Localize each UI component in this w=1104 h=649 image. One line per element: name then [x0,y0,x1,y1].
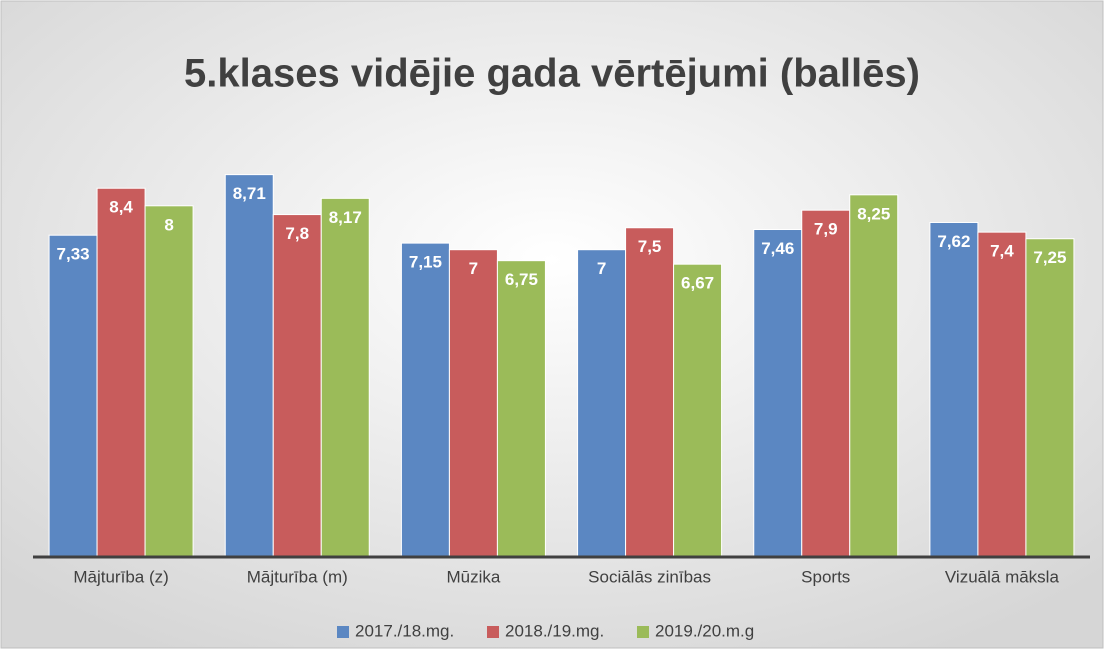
data-label: 7,25 [1033,248,1066,267]
bar [224,174,274,558]
bar [929,221,979,558]
legend-swatch [637,626,649,638]
data-label: 7 [597,259,606,278]
legend-label: 2017./18.mg. [355,621,454,640]
x-tick-label: Mājturība (m) [247,567,348,586]
data-label: 8 [164,215,173,234]
data-label: 8,4 [109,198,133,217]
bar [673,263,723,558]
data-label: 7,15 [409,253,442,272]
bar [801,209,851,558]
data-label: 7,46 [761,239,794,258]
bar [849,194,899,558]
legend-swatch [337,626,349,638]
bar [48,234,98,558]
data-label: 6,67 [681,274,714,293]
bar [144,205,194,558]
data-label: 6,75 [505,270,538,289]
bar [272,214,322,558]
bar [320,197,370,558]
bar [400,242,450,558]
bar [977,231,1027,558]
data-label: 7,33 [57,245,90,264]
data-label: 7,8 [285,224,309,243]
legend-swatch [487,626,499,638]
x-tick-label: Sociālās zinības [588,567,711,586]
bar [448,249,498,558]
data-label: 7,62 [937,232,970,251]
data-label: 7,5 [638,237,662,256]
data-label: 8,17 [329,208,362,227]
x-tick-label: Vizuālā māksla [945,567,1060,586]
bar [1025,238,1075,558]
bar [96,187,146,558]
data-label: 7,9 [814,220,838,239]
bar [577,249,627,558]
x-tick-label: Sports [801,567,850,586]
legend-label: 2019./20.m.g [655,621,754,640]
x-tick-label: Mājturība (z) [73,567,168,586]
bar [753,229,803,558]
data-label: 7 [469,259,478,278]
data-label: 7,4 [990,242,1014,261]
bar [496,260,546,558]
chart-title: 5.klases vidējie gada vērtējumi (ballēs) [184,52,920,96]
x-tick-label: Mūzika [446,567,500,586]
legend-label: 2018./19.mg. [505,621,604,640]
bar [625,227,675,558]
data-label: 8,71 [233,184,266,203]
data-label: 8,25 [857,204,890,223]
